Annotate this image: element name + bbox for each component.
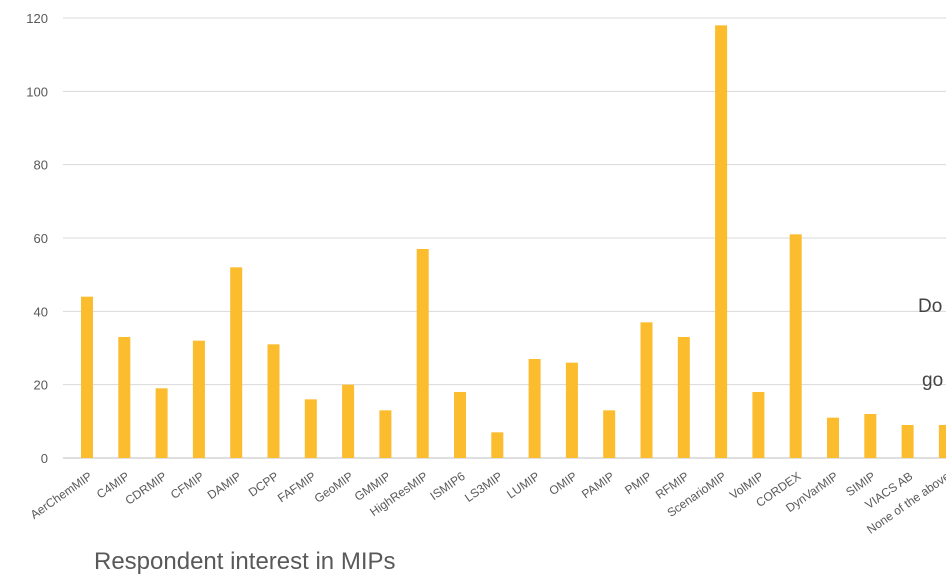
bar-highresmip xyxy=(416,249,429,458)
bar-lumip xyxy=(528,359,541,458)
y-tick-label: 60 xyxy=(34,231,48,246)
bar-pamip xyxy=(603,410,616,458)
bar-geomip xyxy=(342,384,355,458)
bar-ls3mip xyxy=(491,432,504,458)
x-tick-label: DAMIP xyxy=(205,469,244,502)
bar-simip xyxy=(864,414,877,458)
bar-fafmip xyxy=(304,399,317,458)
bar-scenariomip xyxy=(715,25,728,458)
y-tick-label: 0 xyxy=(41,451,48,466)
bar-omip xyxy=(565,362,578,458)
bar-cdrmip xyxy=(155,388,168,458)
y-tick-label: 40 xyxy=(34,304,48,319)
bar-gmmip xyxy=(379,410,392,458)
x-tick-label: LS3MIP xyxy=(462,469,505,505)
bar-aerchemmip xyxy=(81,296,93,458)
chart-title: Respondent interest in MIPs xyxy=(94,548,396,575)
bars xyxy=(81,25,946,458)
y-tick-label: 120 xyxy=(26,11,48,26)
bar-dynvarmip xyxy=(827,417,839,458)
x-tick-label: GeoMIP xyxy=(312,469,356,506)
bar-c4mip xyxy=(118,337,131,458)
x-tick-label: OMIP xyxy=(546,469,579,498)
x-tick-label: PMIP xyxy=(622,469,654,497)
bar-damip xyxy=(230,267,243,458)
bar-none-of-the-above xyxy=(938,425,946,458)
x-tick-label: LUMIP xyxy=(504,469,542,502)
gridlines xyxy=(63,17,946,459)
x-tick-label: FAFMIP xyxy=(275,469,319,505)
bar-cfmip xyxy=(192,340,205,458)
overlay-text-go: go xyxy=(922,370,944,391)
x-tick-label: AerChemMIP xyxy=(28,469,95,522)
x-tick-label: CFMIP xyxy=(168,469,207,502)
bar-ismip6 xyxy=(454,392,466,458)
x-tick-label: ISMIP6 xyxy=(427,469,468,503)
x-tick-label: PAMIP xyxy=(579,469,617,501)
y-tick-label: 100 xyxy=(26,84,48,99)
bar-volmip xyxy=(752,392,765,458)
y-axis-ticks: 0 20 40 60 80 100 120 xyxy=(26,11,48,466)
bar-viacs-ab xyxy=(901,425,914,458)
bar-cordex xyxy=(789,234,802,458)
bar-dcpp xyxy=(267,344,280,458)
y-tick-label: 80 xyxy=(34,158,48,173)
overlay-text-do: Do xyxy=(918,296,943,317)
x-tick-label: CDRMIP xyxy=(123,469,170,508)
y-tick-label: 20 xyxy=(34,378,48,393)
bar-rfmip xyxy=(677,337,690,458)
bar-pmip xyxy=(640,322,653,458)
